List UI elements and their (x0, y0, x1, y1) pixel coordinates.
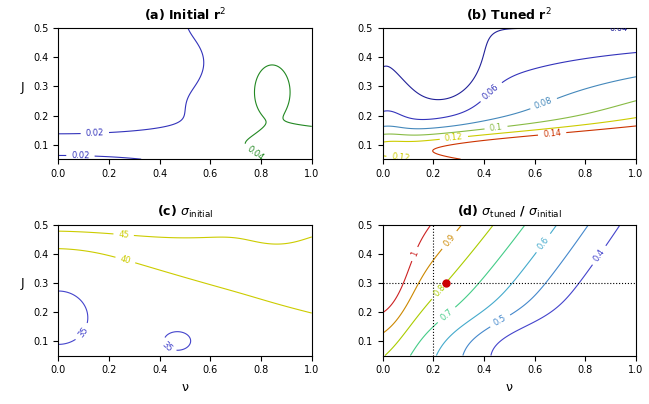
Text: 0.9: 0.9 (442, 232, 457, 248)
Title: (c) $\sigma_{\mathrm{initial}}$: (c) $\sigma_{\mathrm{initial}}$ (157, 204, 214, 221)
Text: 0.14: 0.14 (543, 128, 561, 139)
X-axis label: ν: ν (182, 381, 189, 394)
Text: 0.08: 0.08 (533, 96, 554, 111)
Text: 0.02: 0.02 (86, 128, 104, 138)
Text: 0.02: 0.02 (71, 151, 90, 160)
Text: 0.1: 0.1 (489, 122, 503, 133)
Text: 0.04: 0.04 (245, 144, 265, 162)
Title: (d) $\sigma_{\mathrm{tuned}}$ / $\sigma_{\mathrm{initial}}$: (d) $\sigma_{\mathrm{tuned}}$ / $\sigma_… (457, 204, 562, 221)
Text: 45: 45 (118, 230, 129, 240)
Text: 35: 35 (160, 340, 174, 354)
Text: 0.5: 0.5 (492, 314, 508, 328)
Text: 40: 40 (119, 254, 132, 266)
Text: 1: 1 (410, 250, 420, 258)
Text: 0.04: 0.04 (610, 24, 628, 33)
X-axis label: ν: ν (506, 381, 513, 394)
Text: 0.06: 0.06 (482, 82, 501, 101)
Text: 0.7: 0.7 (439, 307, 454, 322)
Text: 0.12: 0.12 (391, 152, 410, 164)
Title: (a) Initial r$^2$: (a) Initial r$^2$ (144, 6, 227, 24)
Text: 0.8: 0.8 (432, 282, 447, 298)
Text: 35: 35 (76, 325, 90, 339)
Y-axis label: J: J (20, 81, 24, 94)
Text: 0.6: 0.6 (536, 235, 551, 251)
Text: 0.4: 0.4 (592, 247, 607, 263)
Title: (b) Tuned r$^2$: (b) Tuned r$^2$ (467, 6, 552, 24)
Text: 0.12: 0.12 (445, 133, 463, 143)
Y-axis label: J: J (20, 277, 24, 290)
